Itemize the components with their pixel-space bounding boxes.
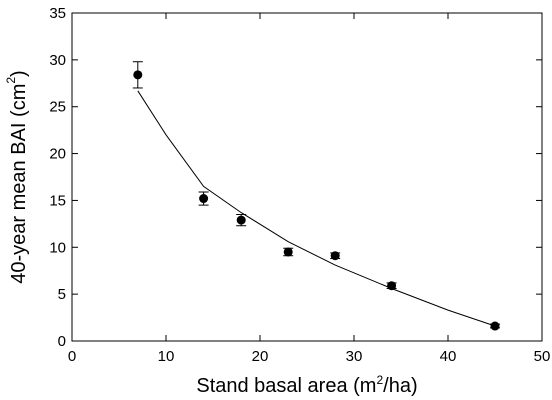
- x-tick-label: 20: [252, 348, 269, 365]
- y-tick-label: 10: [49, 239, 66, 256]
- x-axis-title: Stand basal area (m2/ha): [196, 373, 417, 397]
- y-tick-label: 30: [49, 52, 66, 69]
- points-layer: [132, 61, 500, 331]
- x-tick-label: 10: [158, 348, 175, 365]
- fit-line: [137, 90, 496, 327]
- point-marker: [133, 70, 143, 80]
- data-point: [330, 251, 341, 261]
- plot-frame: [71, 12, 543, 342]
- data-point: [490, 321, 500, 331]
- y-tick-label: 25: [49, 99, 66, 116]
- point-marker: [199, 194, 209, 204]
- point-marker: [387, 281, 397, 291]
- x-tick-label: 40: [440, 348, 457, 365]
- x-axis-ticks: 0 10 20 30 40 50: [68, 13, 551, 365]
- point-marker: [490, 321, 500, 331]
- x-tick-label: 50: [534, 348, 551, 365]
- point-marker: [236, 215, 246, 225]
- y-tick-label: 35: [49, 5, 66, 22]
- point-marker: [283, 247, 293, 257]
- y-tick-label: 20: [49, 146, 66, 163]
- point-marker: [330, 251, 340, 261]
- data-point: [132, 61, 143, 89]
- data-point: [386, 281, 397, 291]
- data-point: [198, 191, 209, 206]
- plot-area: [132, 61, 500, 331]
- data-point: [236, 213, 247, 227]
- y-axis-ticks: 0 5 10 15 20 25 30 35: [49, 5, 542, 350]
- y-tick-label: 0: [58, 333, 66, 350]
- y-tick-label: 15: [49, 192, 66, 209]
- x-tick-label: 30: [346, 348, 363, 365]
- y-axis-title: 40-year mean BAI (cm2): [4, 70, 30, 283]
- data-point: [283, 247, 294, 257]
- y-tick-label: 5: [58, 286, 66, 303]
- x-tick-label: 0: [68, 348, 76, 365]
